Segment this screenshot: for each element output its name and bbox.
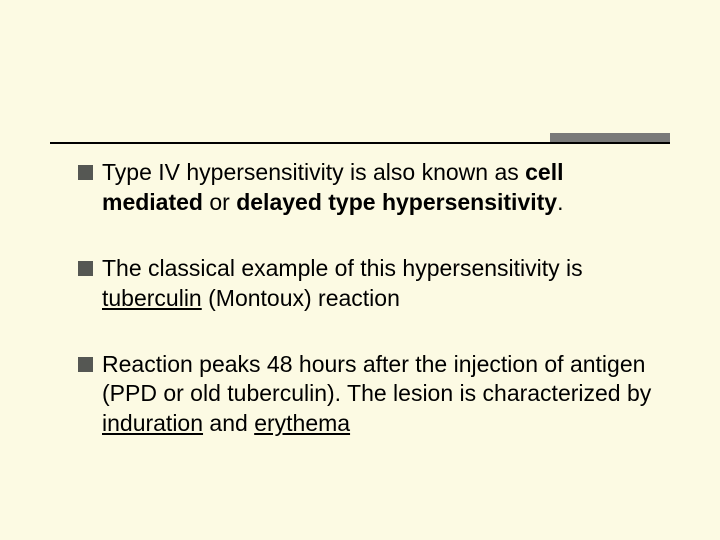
- rule-accent: [550, 133, 670, 142]
- text-run: and: [203, 410, 254, 436]
- text-run: Type IV hypersensitivity is also known a…: [102, 159, 525, 185]
- rule-main: [50, 142, 670, 144]
- text-run: Reaction peaks 48 hours after the inject…: [102, 351, 651, 407]
- bullet-text: The classical example of this hypersensi…: [102, 254, 660, 314]
- bullet-item: The classical example of this hypersensi…: [78, 254, 660, 314]
- text-run: or: [203, 189, 236, 215]
- bullet-square-icon: [78, 165, 93, 180]
- text-run: The classical example of this hypersensi…: [102, 255, 583, 281]
- text-run: erythema: [254, 410, 350, 436]
- text-run: tuberculin: [102, 285, 202, 311]
- bullet-text: Type IV hypersensitivity is also known a…: [102, 158, 660, 218]
- text-run: delayed type hypersensitivity: [236, 189, 557, 215]
- title-rule: [50, 142, 670, 144]
- bullet-text: Reaction peaks 48 hours after the inject…: [102, 350, 660, 440]
- bullet-item: Reaction peaks 48 hours after the inject…: [78, 350, 660, 440]
- slide-body: Type IV hypersensitivity is also known a…: [78, 158, 660, 475]
- bullet-item: Type IV hypersensitivity is also known a…: [78, 158, 660, 218]
- text-run: .: [557, 189, 563, 215]
- text-run: induration: [102, 410, 203, 436]
- text-run: (Montoux) reaction: [202, 285, 400, 311]
- bullet-square-icon: [78, 261, 93, 276]
- bullet-square-icon: [78, 357, 93, 372]
